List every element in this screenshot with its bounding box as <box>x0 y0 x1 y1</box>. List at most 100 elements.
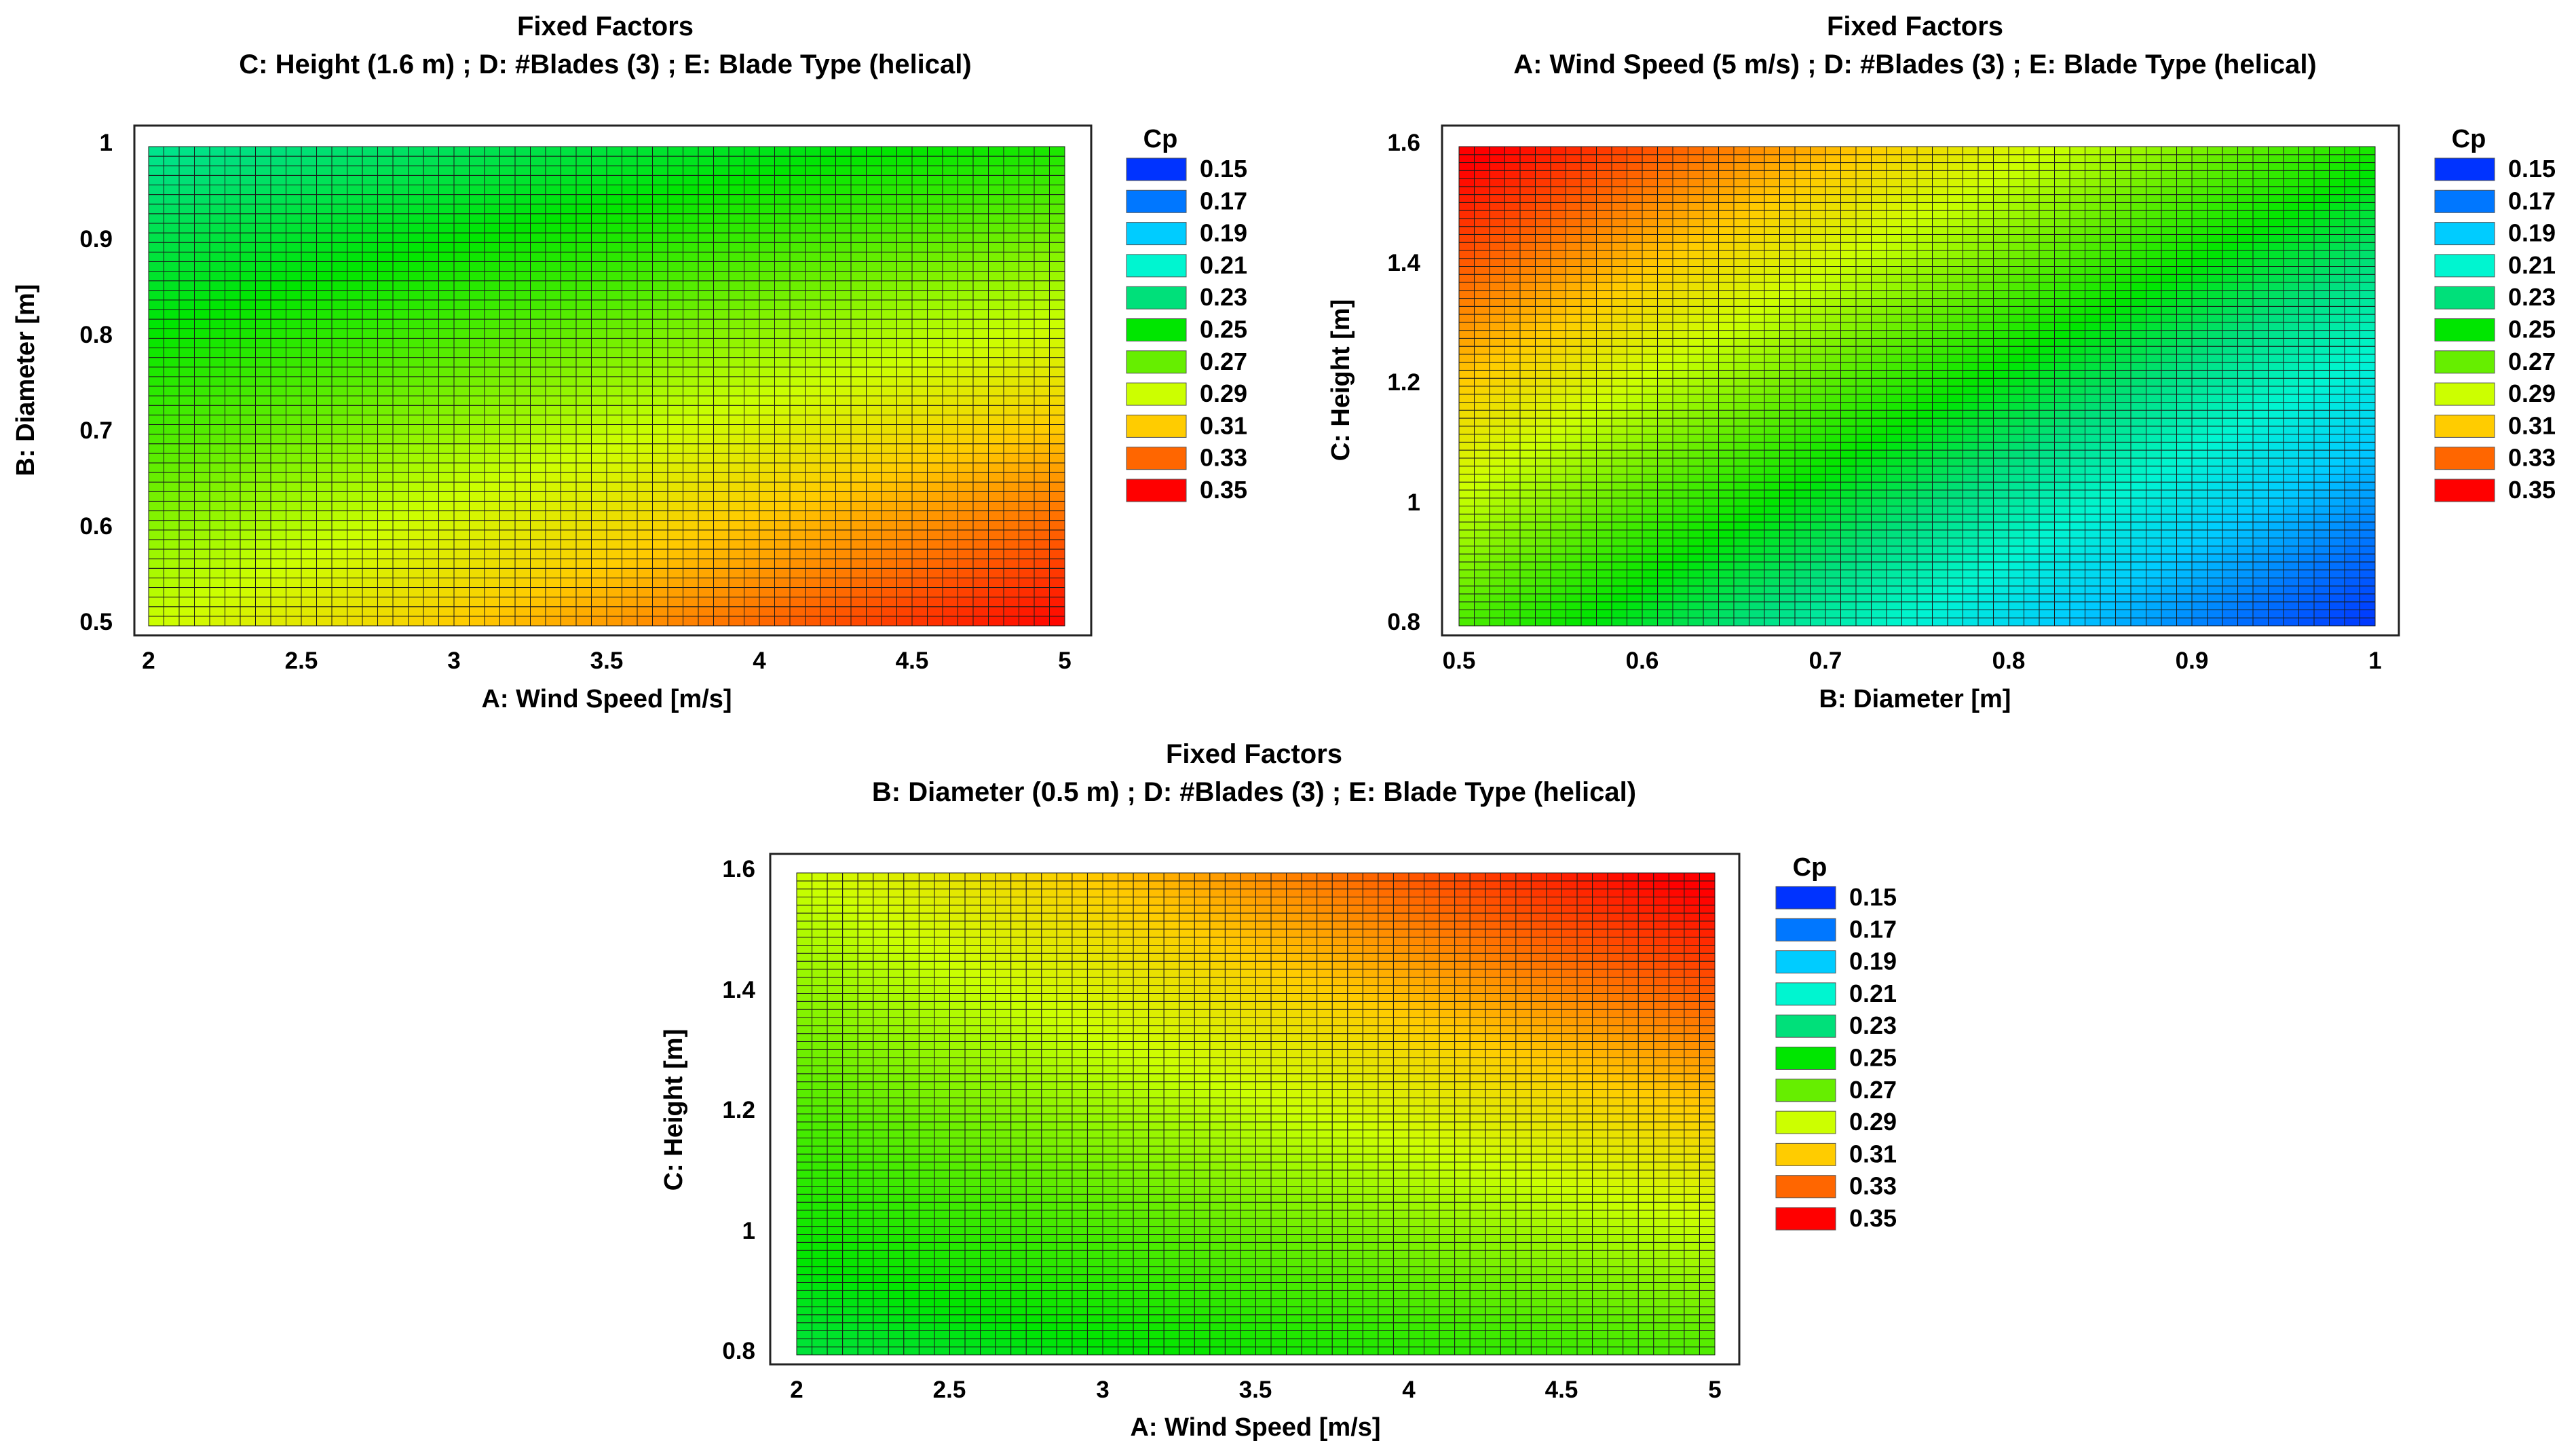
heatmap-cell <box>545 587 561 598</box>
heatmap-cell <box>164 348 180 358</box>
heatmap-cell <box>469 271 485 282</box>
heatmap-cell <box>1916 481 1933 491</box>
heatmap-cell <box>1504 593 1521 603</box>
heatmap-cell <box>561 577 577 589</box>
heatmap-cell <box>194 367 210 377</box>
heatmap-cell <box>194 587 210 598</box>
heatmap-cell <box>1947 369 1963 379</box>
heatmap-cell <box>561 232 577 243</box>
heatmap-cell <box>209 597 225 608</box>
heatmap-cell <box>1474 529 1490 539</box>
heatmap-cell <box>423 204 439 214</box>
heatmap-cell <box>805 386 821 396</box>
heatmap-cell <box>1596 513 1612 523</box>
heatmap-cell <box>2191 426 2208 435</box>
heatmap-cell <box>408 558 424 569</box>
heatmap-cell <box>972 472 989 483</box>
heatmap-cell <box>408 242 424 253</box>
heatmap-cell <box>2252 449 2269 459</box>
heatmap-cell <box>1901 538 1918 546</box>
heatmap-cell <box>911 577 928 589</box>
heatmap-cell <box>683 146 699 157</box>
heatmap-cell <box>423 414 439 425</box>
heatmap-cell <box>148 174 164 185</box>
heatmap-cell <box>1764 434 1780 443</box>
heatmap-cell <box>1993 553 2009 563</box>
heatmap-cell <box>1474 538 1490 546</box>
heatmap-cell <box>2298 538 2315 546</box>
heatmap-cell <box>728 395 744 406</box>
heatmap-cell <box>1566 561 1582 571</box>
heatmap-cell <box>347 165 363 176</box>
heatmap-cell <box>2069 498 2085 506</box>
heatmap-cell <box>1458 426 1475 435</box>
heatmap-cell <box>1947 473 1963 483</box>
heatmap-cell <box>209 232 225 243</box>
heatmap-cell <box>1688 466 1704 474</box>
heatmap-cell <box>606 194 622 205</box>
heatmap-cell <box>2207 417 2223 427</box>
heatmap-cell <box>759 443 775 454</box>
heatmap-cell <box>881 453 897 464</box>
heatmap-cell <box>2161 577 2177 586</box>
heatmap-cell <box>301 405 317 415</box>
heatmap-cell <box>1034 261 1050 272</box>
heatmap-cell <box>622 510 638 521</box>
heatmap-cell <box>850 386 867 396</box>
heatmap-cell <box>744 491 760 502</box>
heatmap-cell <box>606 348 622 358</box>
heatmap-cell <box>744 520 760 531</box>
heatmap-cell <box>1688 426 1704 435</box>
heatmap-cell <box>2298 481 2315 491</box>
heatmap-cell <box>958 395 974 406</box>
heatmap-cell <box>637 357 653 368</box>
heatmap-cell <box>2024 601 2040 610</box>
heatmap-cell <box>453 577 470 589</box>
heatmap-cell <box>713 577 730 589</box>
heatmap-cell <box>713 606 730 617</box>
heatmap-cell <box>606 510 622 521</box>
heatmap-cell <box>2313 402 2330 411</box>
heatmap-cell <box>194 567 210 578</box>
heatmap-cell <box>286 616 302 627</box>
heatmap-cell <box>805 376 821 387</box>
heatmap-cell <box>759 405 775 415</box>
heatmap-cell <box>1916 521 1933 531</box>
heatmap-cell <box>2191 577 2208 586</box>
heatmap-cell <box>1550 553 1566 563</box>
heatmap-cell <box>286 481 302 492</box>
heatmap-cell <box>667 491 683 502</box>
heatmap-cell <box>453 223 470 234</box>
heatmap-cell <box>1596 458 1612 467</box>
heatmap-cell <box>2054 434 2070 443</box>
heatmap-cell <box>148 472 164 483</box>
heatmap-cell <box>2237 513 2254 523</box>
heatmap-cell <box>2283 538 2299 546</box>
heatmap-cell <box>1688 489 1704 499</box>
heatmap-cell <box>2252 369 2269 379</box>
heatmap-cell <box>698 597 714 608</box>
heatmap-cell <box>1825 617 1841 627</box>
heatmap-cell <box>1535 601 1551 610</box>
heatmap-cell <box>1718 473 1735 483</box>
heatmap-cell <box>392 491 409 502</box>
heatmap-cell <box>728 271 744 282</box>
heatmap-cell <box>148 395 164 406</box>
heatmap-cell <box>225 548 241 559</box>
heatmap-cell <box>835 232 852 243</box>
heatmap-cell <box>423 376 439 387</box>
heatmap-cell <box>347 367 363 377</box>
heatmap-cell <box>1703 545 1719 555</box>
heatmap-cell <box>469 223 485 234</box>
heatmap-cell <box>728 520 744 531</box>
heatmap-cell <box>301 299 317 310</box>
heatmap-cell <box>927 318 943 329</box>
heatmap-cell <box>789 146 806 157</box>
heatmap-cell <box>896 376 913 387</box>
heatmap-cell <box>2161 449 2177 459</box>
heatmap-cell <box>225 481 241 492</box>
heatmap-cell <box>316 491 333 502</box>
heatmap-cell <box>2054 489 2070 499</box>
heatmap-cell <box>1034 414 1050 425</box>
heatmap-cell <box>2329 577 2345 586</box>
